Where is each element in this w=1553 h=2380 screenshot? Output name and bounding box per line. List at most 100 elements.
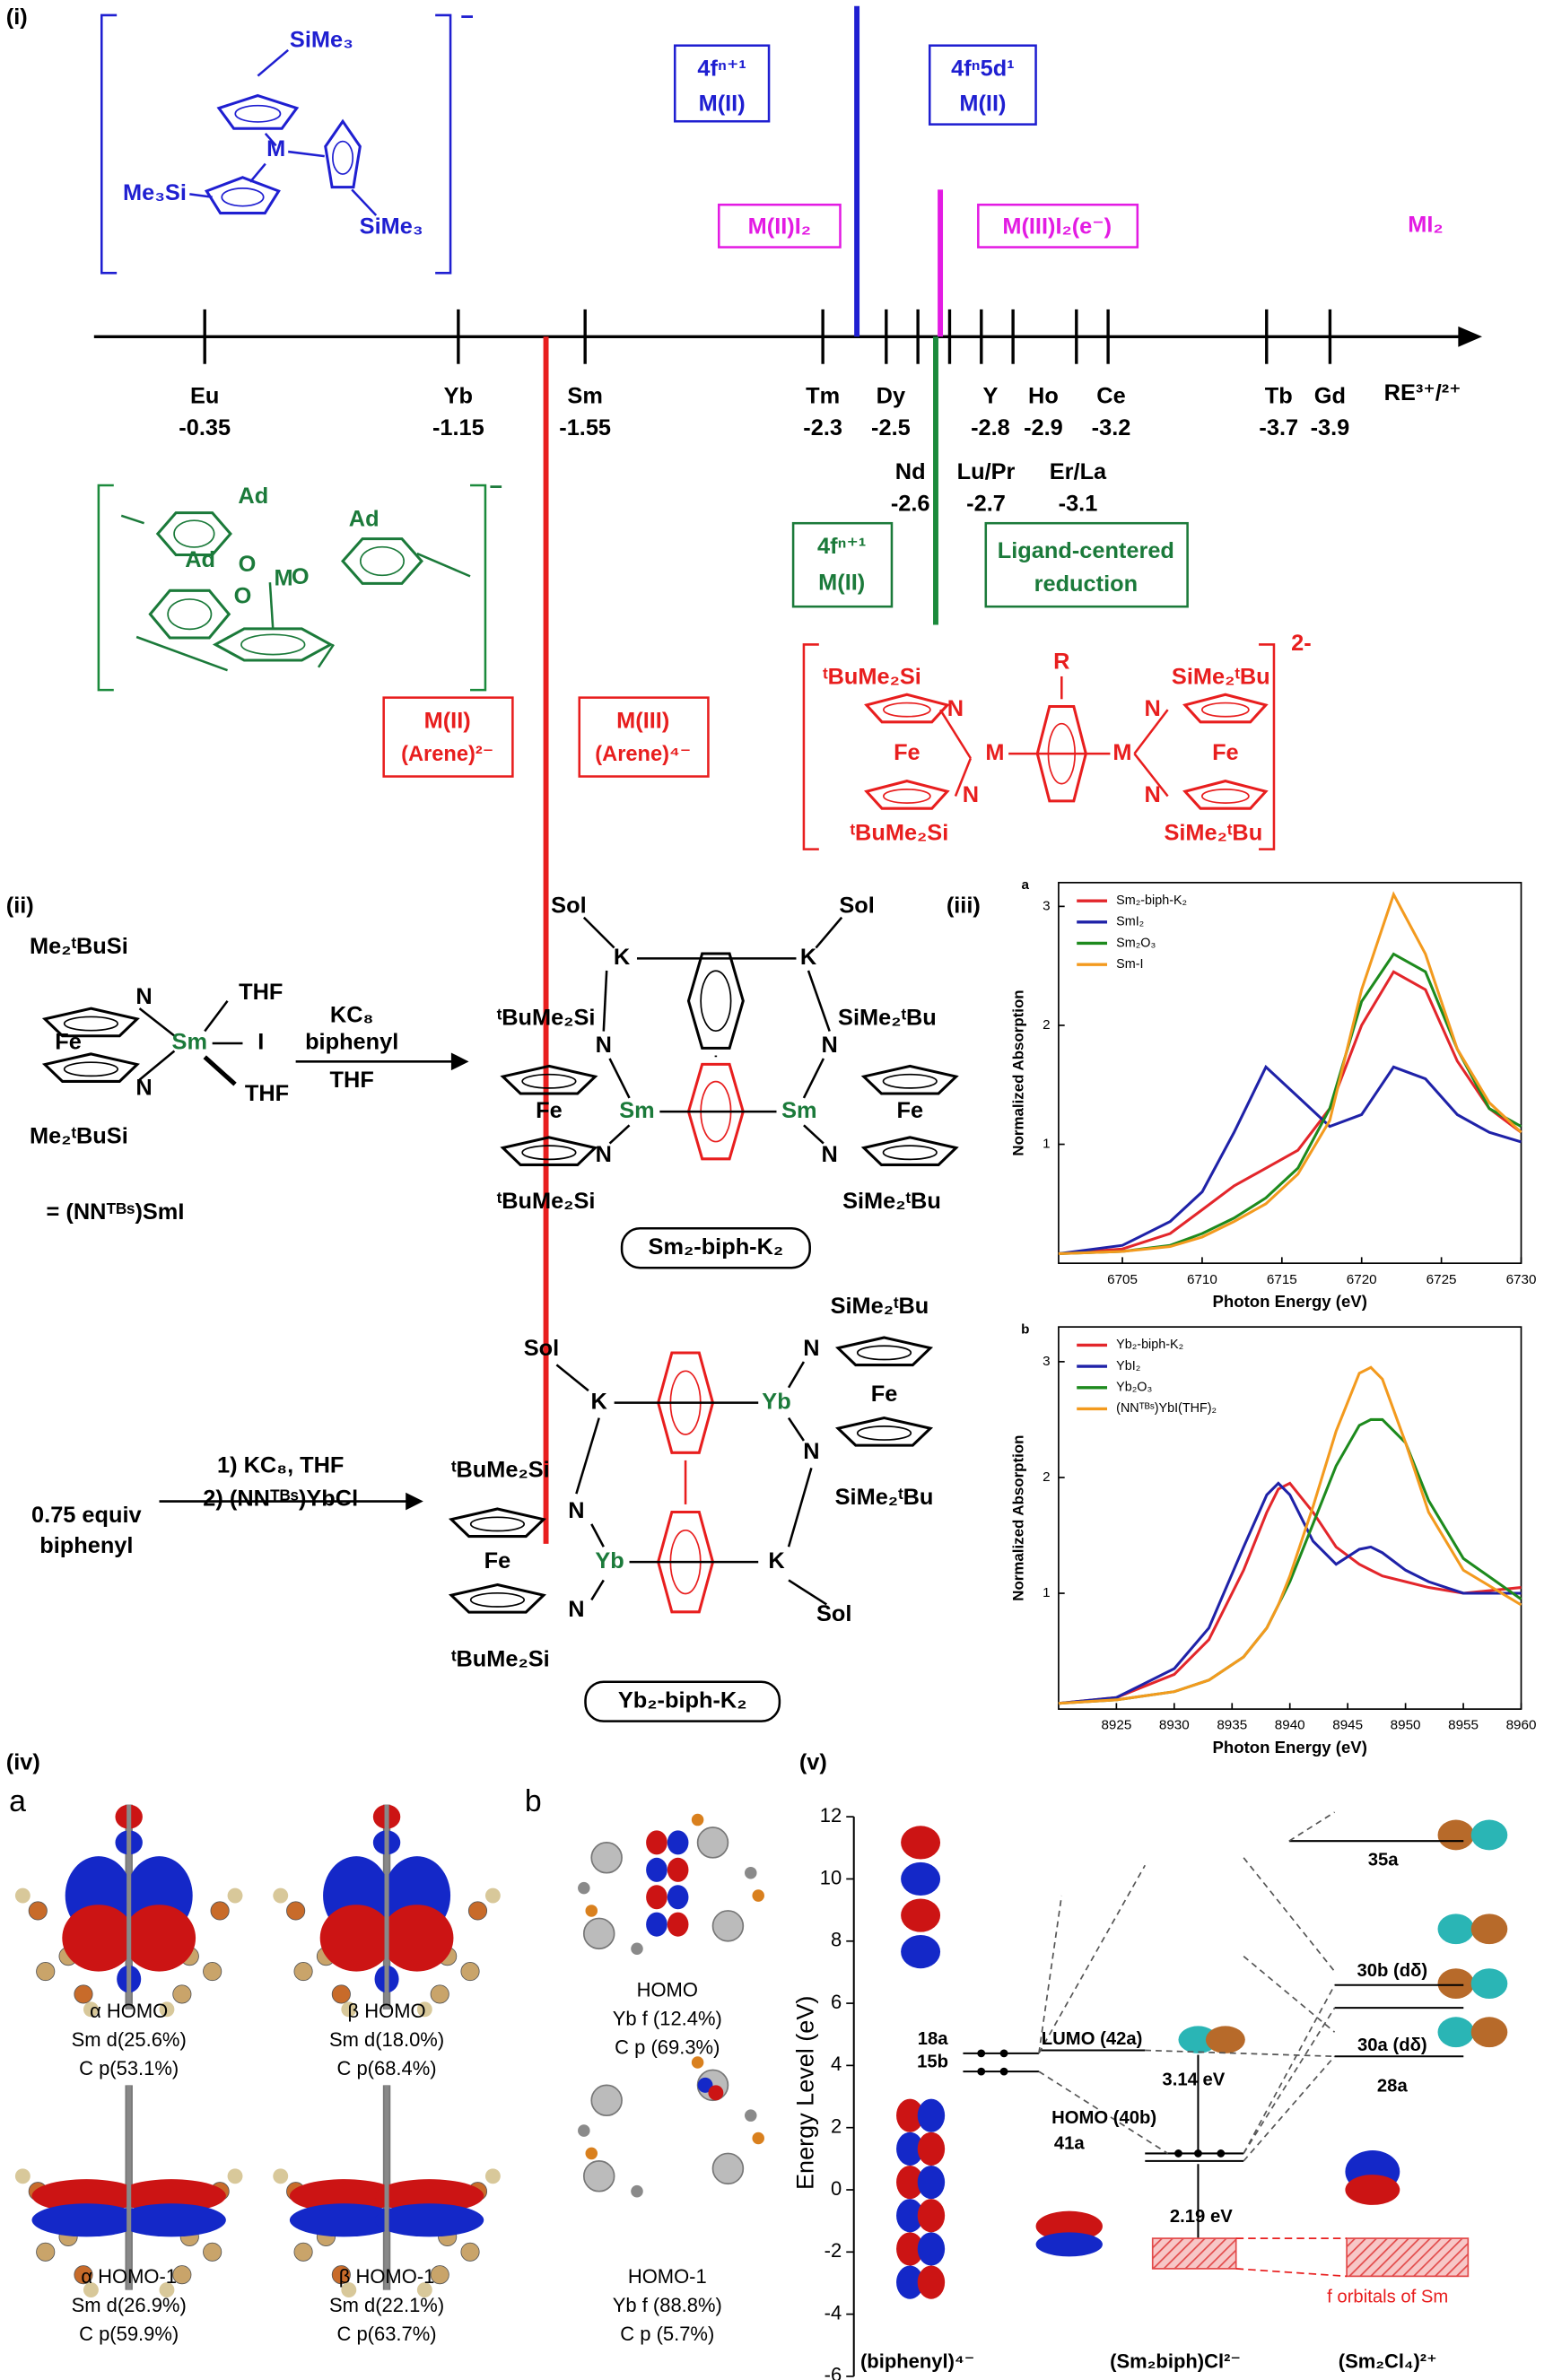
panel-letter: b (1021, 1322, 1029, 1338)
lobe (289, 2203, 399, 2237)
box (382, 696, 514, 778)
label: M (985, 740, 1004, 765)
y-tick-label: 2 (1043, 1469, 1050, 1485)
lobe (1345, 2175, 1400, 2205)
element-symbol: Gd (1314, 384, 1346, 409)
label: 4fⁿ5d¹ (951, 56, 1015, 81)
ring-inner (173, 519, 215, 548)
atom (83, 2001, 99, 2018)
x-tick-label: 8935 (1217, 1718, 1247, 1733)
lobe (646, 1885, 667, 1910)
line (264, 132, 277, 147)
label: N (568, 1498, 584, 1523)
x-tick-label: 6705 (1107, 1272, 1138, 1287)
atom (74, 2265, 93, 2285)
label: 41a (1054, 2134, 1086, 2154)
atom (28, 1901, 48, 1921)
line (1288, 1811, 1336, 1842)
y-tick-label: 10 (820, 1866, 842, 1888)
label: 30b (dδ) (1357, 1961, 1427, 1981)
atom (430, 2265, 449, 2285)
label: N (803, 1439, 819, 1464)
label: Fe (871, 1382, 898, 1407)
element-symbol: Lu/Pr (957, 459, 1016, 484)
y-tick-label: 0 (831, 2177, 842, 2200)
orbital-caption: α HOMO-1 (81, 2265, 177, 2288)
cp-ring (500, 1136, 598, 1166)
potential-label: -3.9 (1311, 415, 1350, 440)
label: Sm (172, 1030, 207, 1055)
lobe (667, 1885, 689, 1910)
label: THF (330, 1068, 374, 1093)
orbital-caption: Sm d(25.6%) (72, 2028, 187, 2051)
y-tick-label: -4 (824, 2301, 842, 2323)
label: b (525, 1784, 542, 1818)
potential-label: -1.15 (432, 415, 484, 440)
label: (Arene)⁴⁻ (595, 743, 691, 766)
label: Sol (551, 894, 586, 919)
label: 35a (1368, 1851, 1400, 1870)
label: SiMe₃ (290, 27, 353, 52)
label: 3.14 eV (1162, 2071, 1225, 2090)
label: N (822, 1142, 838, 1167)
atom (430, 1984, 449, 2004)
orbital-caption: Yb f (88.8%) (613, 2294, 722, 2316)
label: Me₃Si (123, 180, 187, 205)
lobe (917, 2165, 946, 2200)
label: N (947, 696, 964, 721)
label: N (135, 984, 152, 1009)
element-symbol: Er/La (1050, 459, 1107, 484)
ring-inner (332, 140, 354, 175)
atom (273, 1887, 289, 1904)
y-axis-label: Normalized Absorption (1009, 989, 1026, 1155)
line (608, 1058, 631, 1099)
label: − (489, 475, 502, 500)
label: (Sm₂Cl₄)²⁺ (1339, 2350, 1437, 2373)
x-tick-label: 8925 (1101, 1718, 1131, 1733)
label: Me₂ᵗBuSi (30, 1124, 128, 1149)
potential-label: -2.9 (1024, 415, 1063, 440)
label: 2.19 eV (1170, 2207, 1233, 2227)
lobe (896, 2098, 924, 2132)
ring-inner (521, 1145, 577, 1161)
label: Fe (894, 740, 920, 765)
lobe (646, 1830, 667, 1855)
atom (159, 2001, 175, 2018)
line (1243, 1956, 1336, 2033)
line (1243, 1857, 1336, 1973)
label: 28a (1377, 2076, 1409, 2096)
lobe (1035, 2210, 1103, 2242)
label: Yb₂-biph-K₂ (618, 1687, 747, 1713)
panel-letter: a (1021, 877, 1029, 893)
lobe (117, 2179, 226, 2213)
arene-ring (341, 537, 423, 585)
y-axis-label: Energy Level (eV) (791, 1996, 818, 2190)
label: M (275, 565, 293, 590)
label: ᵗBuMe₂Si (851, 820, 949, 845)
label: (Arene)²⁻ (401, 743, 493, 766)
cp-ring (216, 93, 300, 130)
label: M (266, 136, 285, 161)
box (673, 44, 771, 123)
lobe (896, 2199, 924, 2233)
line (787, 1417, 805, 1442)
box (584, 1680, 781, 1722)
atom (745, 1866, 757, 1879)
lobe (374, 2203, 484, 2237)
atom (745, 2109, 757, 2122)
bracket (802, 643, 819, 850)
cp-ring (324, 118, 362, 189)
ring-inner (469, 1591, 526, 1608)
label: N (803, 1336, 819, 1361)
label: a (9, 1784, 26, 1818)
lobe (1470, 1968, 1508, 2000)
orbital-caption: Sm d(26.9%) (72, 2294, 187, 2316)
ring-inner (469, 1516, 526, 1532)
y-tick-label: 6 (831, 1991, 842, 2013)
box (984, 521, 1189, 608)
line (204, 999, 229, 1033)
label: 0.75 equiv (31, 1503, 142, 1528)
line (1038, 1895, 1063, 2053)
label: Ad (185, 547, 215, 572)
arene-ring (155, 511, 232, 556)
